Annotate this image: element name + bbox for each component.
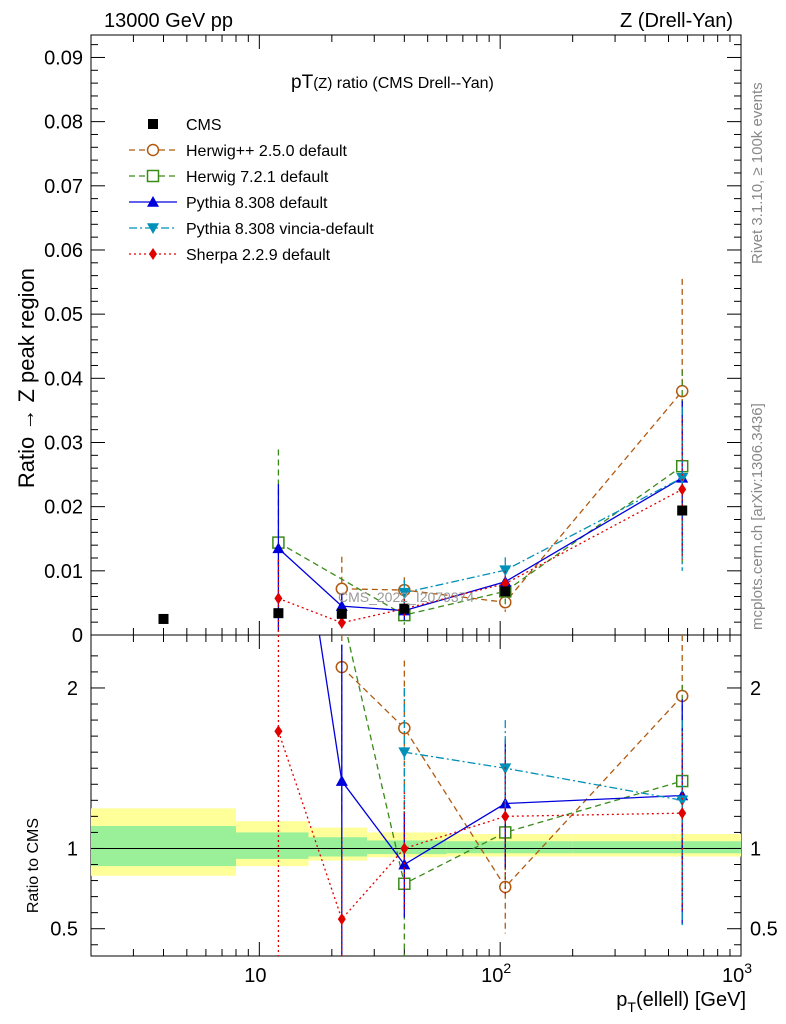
y-tick-label: 0.05 xyxy=(44,304,83,326)
series-line-0 xyxy=(341,390,683,603)
ratio-tick-label-left: 0.5 xyxy=(50,919,78,941)
ratio-point-4 xyxy=(501,810,510,823)
axes: 10 102 103 0 0.01 0.02 0.03 0.04 0.05 0.06 0.07 0.0… xyxy=(44,35,778,987)
cms-point xyxy=(158,613,169,624)
legend-label-4: Sherpa 2.2.9 default xyxy=(186,247,331,264)
series-point-3 xyxy=(398,587,411,599)
series-point-2 xyxy=(335,600,348,611)
y-tick-label: 0.06 xyxy=(44,240,83,262)
y-tick-label: 0 xyxy=(72,625,83,647)
series-point-3 xyxy=(676,472,689,484)
xlabel-p: p xyxy=(616,989,627,1011)
y-tick-label: 0.03 xyxy=(44,432,83,454)
x-axis-label: pT(ellell) [GeV] xyxy=(616,989,746,1015)
series-point-4 xyxy=(678,483,687,496)
series-point-4 xyxy=(274,592,283,605)
side-label-bottom: mcplots.cern.ch [arXiv:1306.3436] xyxy=(749,403,766,630)
legend-label-1: Herwig 7.2.1 default xyxy=(186,169,329,186)
y-tick-label: 0.07 xyxy=(44,176,83,198)
band-inner-0 xyxy=(91,825,236,867)
y-tick-label: 0.04 xyxy=(44,368,83,390)
ratio-point-3 xyxy=(676,795,689,807)
band-inner-1 xyxy=(235,832,309,859)
series-point-4 xyxy=(337,616,346,629)
series-point-2 xyxy=(272,542,285,554)
ratio-point-4 xyxy=(274,725,283,738)
ratio-y-label: Ratio to CMS xyxy=(25,818,42,913)
ratio-point-4 xyxy=(678,807,687,820)
ratio-plot-area xyxy=(272,329,689,956)
ratio-bands xyxy=(91,808,741,876)
y-tick-label: 0.01 xyxy=(44,561,83,583)
y-axis-label: Ratio → Z peak region xyxy=(14,268,39,488)
ratio-tick-label-right: 1 xyxy=(750,838,761,860)
series-point-3 xyxy=(499,565,512,577)
ratio-point-1 xyxy=(273,329,284,340)
legend-label-3: Pythia 8.308 vincia-default xyxy=(186,221,374,238)
chart-title: pT(Z) ratio (CMS Drell--Yan) xyxy=(291,72,494,93)
y-tick-label: 0.09 xyxy=(44,47,83,69)
cms-point xyxy=(500,586,511,597)
ratio-line-0 xyxy=(341,666,683,889)
xlabel-rest: (ellell) [GeV] xyxy=(636,989,746,1011)
ratio-tick-label-left: 1 xyxy=(67,838,78,860)
title-sub: (Z) xyxy=(313,75,332,92)
ratio-point-2 xyxy=(272,361,284,372)
y-tick-label: 0.02 xyxy=(44,497,83,519)
ratio-tick-label-right: 2 xyxy=(750,678,761,700)
cms-point xyxy=(336,608,347,619)
legend-label-cms: CMS xyxy=(186,117,222,134)
cms-point xyxy=(273,608,284,619)
series-line-4 xyxy=(278,488,683,624)
legend-marker-3 xyxy=(147,223,159,234)
series-line-1 xyxy=(278,465,683,616)
x-tick-label: 102 xyxy=(481,960,511,987)
x-tick-label: 103 xyxy=(722,960,752,987)
header-right: Z (Drell-Yan) xyxy=(620,10,733,32)
band-inner-2 xyxy=(308,837,368,857)
series-group xyxy=(158,278,689,956)
main-plot-area xyxy=(158,278,689,635)
ratio-frame xyxy=(90,634,742,957)
ratio-point-3 xyxy=(398,747,411,759)
ratio-point-2 xyxy=(335,775,348,786)
band-inner-4 xyxy=(446,841,573,854)
band-inner-5 xyxy=(572,841,741,854)
x-tick-label: 10 xyxy=(244,965,266,987)
legend-marker-1 xyxy=(146,169,160,183)
xlabel-sub: T xyxy=(627,999,636,1015)
side-label-top: Rivet 3.1.10, ≥ 100k events xyxy=(749,82,766,264)
ratio-tick-label-right: 0.5 xyxy=(750,919,778,941)
cms-point xyxy=(399,603,410,614)
title-main: pT xyxy=(291,72,314,93)
legend-marker-0 xyxy=(146,143,160,157)
title-rest: ratio (CMS Drell--Yan) xyxy=(332,75,494,92)
watermark: CMS_2022_I2079374 xyxy=(338,589,474,605)
legend-label-2: Pythia 8.308 default xyxy=(186,195,328,212)
cms-point xyxy=(677,505,688,516)
legend-label-0: Herwig++ 2.5.0 default xyxy=(186,143,348,160)
header-left: 13000 GeV pp xyxy=(104,10,233,32)
y-tick-label: 0.08 xyxy=(44,112,83,134)
ratio-point-4 xyxy=(400,842,409,855)
legend-marker-4 xyxy=(149,248,157,260)
legend-marker-2 xyxy=(147,196,159,207)
legend: CMS Herwig++ 2.5.0 default Herwig 7.2.1 de… xyxy=(129,117,374,264)
ratio-point-4 xyxy=(337,913,346,926)
legend-marker-cms xyxy=(148,119,158,129)
ratio-tick-label-left: 2 xyxy=(67,678,78,700)
